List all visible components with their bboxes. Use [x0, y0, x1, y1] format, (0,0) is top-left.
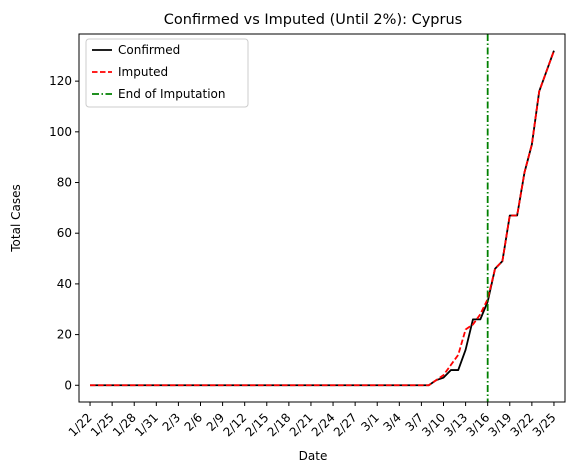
- legend-label-confirmed: Confirmed: [118, 43, 180, 57]
- y-tick-label: 80: [57, 176, 72, 190]
- legend-label-imputed: Imputed: [118, 65, 168, 79]
- x-tick-label: 1/31: [132, 410, 161, 439]
- x-tick-label: 2/12: [220, 410, 249, 439]
- x-tick-label: 2/21: [287, 410, 316, 439]
- legend-label-end-of-imputation: End of Imputation: [118, 87, 226, 101]
- legend: Confirmed Imputed End of Imputation: [85, 38, 249, 108]
- x-tick-label: 3/1: [358, 410, 382, 434]
- y-tick-label: 40: [57, 277, 72, 291]
- x-tick-label: 3/4: [380, 410, 404, 434]
- y-axis-label: Total Cases: [9, 184, 23, 252]
- y-tick-label: 20: [57, 328, 72, 342]
- x-tick-label: 2/15: [243, 410, 272, 439]
- y-tick-label: 0: [64, 378, 72, 392]
- chart-marks: [90, 34, 555, 402]
- y-tick-label: 120: [49, 74, 72, 88]
- x-tick-label: 2/3: [160, 410, 184, 434]
- x-tick-label: 2/24: [309, 410, 338, 439]
- series-line-imputed: [90, 50, 555, 387]
- x-axis-label: Date: [299, 449, 328, 463]
- x-tick-label: 3/13: [441, 410, 470, 439]
- x-tick-label: 3/22: [508, 410, 537, 439]
- y-tick-label: 60: [57, 226, 72, 240]
- x-tick-label: 2/18: [265, 410, 294, 439]
- x-tick-label: 1/28: [110, 410, 139, 439]
- plot-frame: [78, 33, 566, 403]
- y-tick-label: 100: [49, 125, 72, 139]
- y-axis: 0 20 40 60 80 100 120: [49, 74, 79, 392]
- legend-frame: [85, 38, 249, 108]
- x-tick-label: 1/22: [66, 410, 95, 439]
- x-tick-label: 3/10: [419, 410, 448, 439]
- x-tick-label: 1/25: [88, 410, 117, 439]
- x-tick-label: 3/16: [463, 410, 492, 439]
- x-axis: 1/221/251/281/312/32/62/92/122/152/182/2…: [66, 402, 559, 439]
- x-tick-label: 3/19: [486, 410, 515, 439]
- x-tick-label: 2/27: [331, 410, 360, 439]
- chart-title: Confirmed vs Imputed (Until 2%): Cyprus: [164, 12, 462, 28]
- x-tick-label: 2/6: [182, 410, 206, 434]
- x-tick-label: 3/25: [530, 410, 559, 439]
